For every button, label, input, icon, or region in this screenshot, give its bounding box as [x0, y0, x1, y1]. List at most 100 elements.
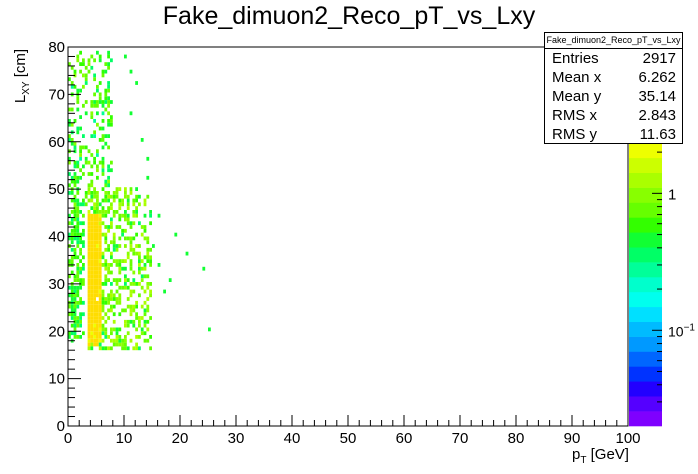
heatmap-cell — [73, 293, 77, 298]
heatmap-cell — [101, 138, 105, 142]
heatmap-cell — [138, 194, 141, 199]
heatmap-cell — [70, 304, 74, 309]
heatmap-cell — [70, 316, 74, 320]
heatmap-cell — [126, 194, 130, 199]
heatmap-cell — [126, 323, 130, 328]
heatmap-cell — [107, 297, 110, 301]
heatmap-cell — [124, 236, 127, 241]
heatmap-cell — [101, 308, 105, 313]
heatmap-cell — [76, 179, 80, 184]
heatmap-cell — [73, 323, 77, 328]
heatmap-cell — [93, 300, 96, 305]
heatmap-cell — [124, 338, 127, 343]
heatmap-cell — [90, 206, 94, 210]
heatmap-cell — [149, 255, 152, 260]
heatmap-cell — [129, 221, 133, 226]
heatmap-cell — [87, 221, 91, 226]
heatmap-cell — [79, 149, 82, 154]
heatmap-cell — [96, 206, 99, 210]
colorbar-segment — [629, 381, 662, 397]
heatmap-cell — [76, 263, 80, 267]
heatmap-cell — [76, 285, 80, 290]
heatmap-cell — [101, 103, 105, 108]
x-tick-label: 80 — [508, 430, 525, 447]
heatmap-cell — [135, 251, 138, 256]
heatmap-cell — [79, 316, 82, 320]
heatmap-cell — [110, 225, 113, 229]
heatmap-cell — [101, 221, 105, 226]
heatmap-cell — [138, 319, 141, 324]
heatmap-cell — [93, 323, 96, 328]
heatmap-cell — [129, 319, 133, 324]
heatmap-cell — [87, 300, 91, 305]
heatmap-cell — [118, 270, 122, 275]
heatmap-cell — [73, 210, 77, 214]
heatmap-cell — [96, 50, 99, 55]
heatmap-cell — [70, 232, 74, 237]
heatmap-cell — [73, 331, 77, 336]
heatmap-cell — [76, 293, 80, 298]
heatmap-cell — [96, 198, 99, 203]
heatmap-cell — [73, 316, 77, 320]
heatmap-cell — [76, 270, 80, 275]
heatmap-cell — [101, 160, 105, 165]
colorbar-segment — [629, 172, 662, 188]
heatmap-cell — [96, 338, 99, 343]
heatmap-cell — [84, 81, 88, 85]
heatmap-cell — [132, 289, 136, 294]
heatmap-cell — [98, 236, 102, 241]
heatmap-cell — [146, 236, 150, 241]
heatmap-cell — [68, 107, 71, 112]
heatmap-cell — [121, 342, 124, 347]
heatmap-cell — [129, 111, 133, 116]
heatmap-cell — [140, 304, 144, 309]
heatmap-cell — [115, 342, 119, 347]
heatmap-cell — [104, 247, 108, 252]
heatmap-cell — [104, 210, 108, 214]
heatmap-cell — [104, 263, 108, 267]
heatmap-cell — [124, 228, 127, 233]
stats-box: Fake_dimuon2_Reco_pT_vs_Lxy Entries 2917 … — [544, 32, 683, 144]
heatmap-cell — [93, 304, 96, 309]
heatmap-cell — [112, 259, 116, 263]
heatmap-cell — [98, 100, 102, 104]
heatmap-cell — [93, 232, 96, 237]
heatmap-cell — [107, 263, 110, 267]
heatmap-cell — [87, 278, 91, 282]
stats-row-rms-y: RMS y 11.63 — [552, 126, 676, 143]
colorbar-segment — [629, 411, 662, 427]
heatmap-cell — [138, 263, 141, 267]
heatmap-cell — [68, 331, 71, 336]
heatmap-cell — [118, 300, 122, 305]
heatmap-cell — [87, 210, 91, 214]
heatmap-cell — [101, 172, 105, 176]
heatmap-cell — [96, 236, 99, 241]
heatmap-cell — [73, 202, 77, 207]
heatmap-cell — [73, 194, 77, 199]
heatmap-cell — [132, 236, 136, 241]
heatmap-cell — [76, 100, 80, 104]
heatmap-cell — [93, 206, 96, 210]
heatmap-cell — [79, 126, 82, 131]
heatmap-cell — [79, 156, 82, 161]
heatmap-cell — [140, 316, 144, 320]
heatmap-cell — [76, 244, 80, 248]
heatmap-cell — [84, 73, 88, 78]
heatmap-cell — [76, 236, 80, 241]
heatmap-cell — [112, 213, 116, 218]
heatmap-cell — [82, 145, 85, 150]
heatmap-cell — [138, 266, 141, 271]
heatmap-cell — [110, 346, 113, 351]
heatmap-cell — [110, 255, 113, 260]
heatmap-cell — [104, 266, 108, 271]
heatmap-cell — [118, 236, 122, 241]
heatmap-cell — [101, 100, 105, 104]
stats-row-mean-x: Mean x 6.262 — [552, 69, 676, 86]
heatmap-cell — [121, 346, 124, 351]
heatmap-cell — [84, 194, 88, 199]
heatmap-cell — [143, 331, 147, 336]
heatmap-cell — [112, 232, 116, 237]
heatmap-cell — [152, 244, 155, 248]
heatmap-cell — [110, 304, 113, 309]
heatmap-cell — [87, 251, 91, 256]
